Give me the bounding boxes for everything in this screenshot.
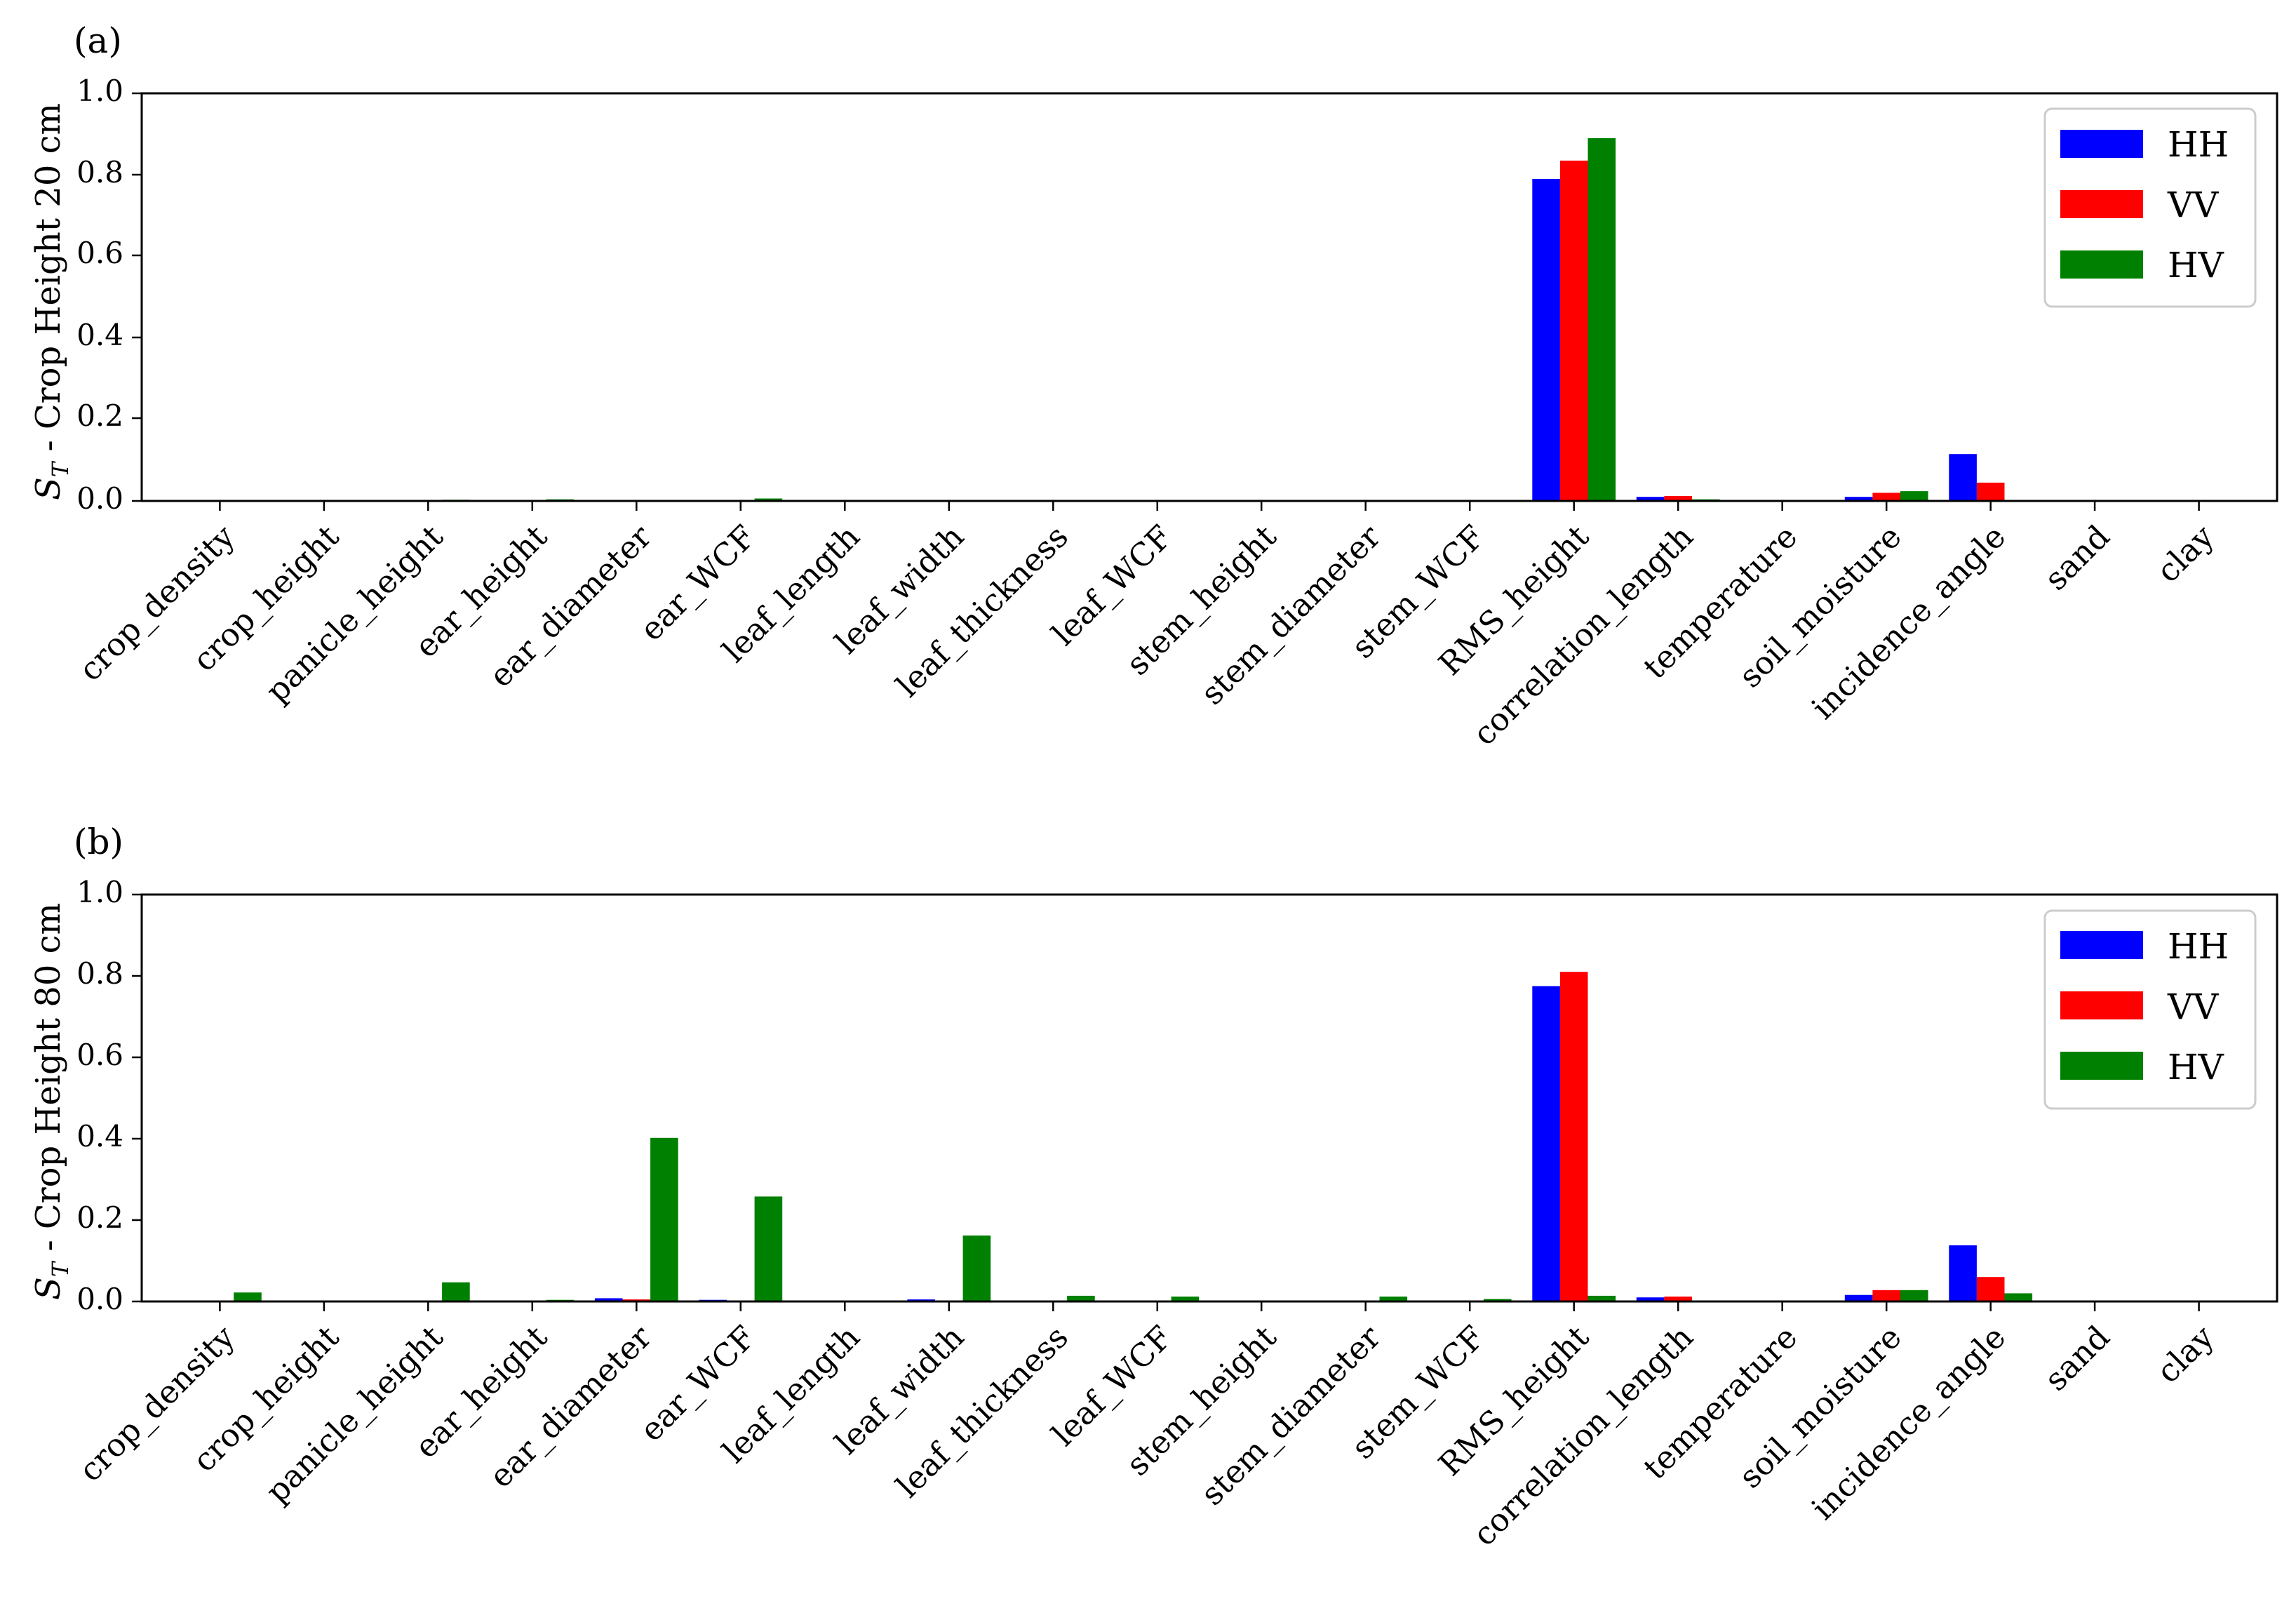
- bar-hh-soil_moisture: [1844, 1294, 1873, 1301]
- bar-vv-correlation_length: [1664, 1297, 1692, 1301]
- bar-hv-stem_diameter: [1379, 1297, 1408, 1301]
- bar-hv-rms_height: [1587, 1295, 1616, 1301]
- y-tick: 0.8: [76, 155, 142, 189]
- bar-hh-soil_moisture: [1844, 497, 1873, 501]
- panel-label: (b): [74, 822, 123, 862]
- bars: [442, 138, 2033, 501]
- x-tick-label: sand: [2037, 1318, 2117, 1398]
- y-tick-label: 1.0: [76, 875, 123, 909]
- bar-hh-incidence_angle: [1949, 454, 1977, 501]
- y-tick-label: 0.6: [76, 236, 123, 270]
- y-tick: 0.6: [76, 1038, 142, 1072]
- panel-a: (a) ST - Crop Height 20 cm 0.0 0.2 0.4 0…: [29, 20, 2278, 753]
- legend-swatch-vv: [2060, 190, 2143, 218]
- x-axis-ticks: crop_densitycrop_heightpanicle_heightear…: [72, 501, 2222, 753]
- bar-vv-soil_moisture: [1872, 493, 1900, 501]
- x-tick-label: clay: [2149, 518, 2222, 590]
- y-axis-ticks: 0.0 0.2 0.4 0.6 0.8 1.0: [76, 875, 142, 1316]
- bar-hh-incidence_angle: [1949, 1245, 1977, 1301]
- x-tick-label: stem_diameter: [1193, 518, 1388, 712]
- y-tick: 0.2: [76, 1200, 142, 1235]
- legend-label-vv: VV: [2167, 986, 2219, 1027]
- legend-swatch-vv: [2060, 991, 2143, 1019]
- legend-swatch-hh: [2060, 130, 2143, 158]
- legend-label-hv: HV: [2168, 245, 2224, 286]
- y-tick-label: 0.6: [76, 1038, 123, 1072]
- bar-hh-correlation_length: [1636, 1297, 1665, 1301]
- y-axis-ticks: 0.0 0.2 0.4 0.6 0.8 1.0: [76, 74, 142, 516]
- legend-label-hh: HH: [2168, 124, 2229, 165]
- y-tick: 1.0: [76, 74, 142, 108]
- bar-hv-stem_wcf: [1484, 1299, 1512, 1301]
- bar-hv-panicle_height: [442, 1282, 470, 1301]
- y-tick: 0.0: [76, 1282, 142, 1316]
- legend: HH VV HV: [2043, 909, 2257, 1110]
- y-tick-label: 0.8: [76, 155, 123, 189]
- y-tick: 1.0: [76, 875, 142, 909]
- bar-hv-soil_moisture: [1900, 491, 1928, 501]
- y-tick: 0.4: [76, 1119, 142, 1153]
- bar-vv-rms_height: [1559, 160, 1588, 501]
- bar-hv-incidence_angle: [2004, 1293, 2033, 1301]
- panel-b: (b) ST - Crop Height 80 cm 0.0 0.2 0.4 0…: [29, 822, 2278, 1553]
- y-tick: 0.4: [76, 318, 142, 352]
- bar-vv-rms_height: [1559, 972, 1588, 1301]
- legend-label-hh: HH: [2168, 926, 2229, 967]
- bar-hv-leaf_thickness: [1067, 1295, 1095, 1301]
- bar-hh-correlation_length: [1636, 497, 1665, 501]
- x-tick-label: incidence_angle: [1804, 518, 2013, 726]
- legend: HH VV HV: [2043, 107, 2257, 308]
- y-tick: 0.2: [76, 399, 142, 433]
- bar-hv-rms_height: [1587, 138, 1616, 501]
- y-tick-label: 0.4: [76, 318, 123, 352]
- bar-hv-crop_density: [234, 1292, 262, 1301]
- panel-label: (a): [74, 20, 122, 61]
- y-axis-label: ST - Crop Height 80 cm: [29, 903, 74, 1300]
- legend-swatch-hv: [2060, 250, 2143, 279]
- legend-swatch-hh: [2060, 931, 2143, 959]
- bar-hv-soil_moisture: [1900, 1290, 1928, 1301]
- bar-hv-ear_wcf: [754, 1196, 783, 1301]
- bar-hh-rms_height: [1532, 179, 1560, 501]
- legend-label-hv: HV: [2168, 1047, 2224, 1087]
- x-tick-label: sand: [2037, 518, 2117, 598]
- bar-vv-soil_moisture: [1872, 1290, 1900, 1301]
- bar-hh-rms_height: [1532, 986, 1560, 1301]
- x-tick-label: stem_diameter: [1193, 1318, 1388, 1513]
- plot-frame: [140, 92, 2278, 502]
- x-tick-label: panicle_height: [258, 1318, 450, 1510]
- y-tick-label: 0.0: [76, 1282, 123, 1316]
- bar-hv-ear_wcf: [754, 498, 783, 501]
- y-tick: 0.8: [76, 956, 142, 991]
- y-tick: 0.0: [76, 481, 142, 516]
- bar-hv-leaf_wcf: [1171, 1297, 1200, 1301]
- legend-swatch-hv: [2060, 1052, 2143, 1080]
- bar-hv-leaf_width: [962, 1236, 991, 1301]
- y-tick-label: 0.2: [76, 1200, 123, 1235]
- x-tick-label: incidence_angle: [1804, 1318, 2013, 1527]
- x-tick-label: panicle_height: [258, 518, 450, 709]
- y-axis-label: ST - Crop Height 20 cm: [29, 103, 74, 500]
- y-tick-label: 0.4: [76, 1119, 123, 1153]
- y-tick: 0.6: [76, 236, 142, 270]
- y-tick-label: 0.2: [76, 399, 123, 433]
- legend-label-vv: VV: [2167, 185, 2219, 225]
- bar-hh-ear_diameter: [594, 1298, 623, 1301]
- bar-vv-incidence_angle: [1976, 482, 2005, 501]
- plot-frame: [140, 893, 2278, 1303]
- bar-vv-incidence_angle: [1976, 1277, 2005, 1301]
- y-tick-label: 0.8: [76, 956, 123, 991]
- y-tick-label: 1.0: [76, 74, 123, 108]
- bar-hv-ear_diameter: [650, 1137, 678, 1301]
- bar-vv-correlation_length: [1664, 496, 1692, 501]
- x-axis-ticks: crop_densitycrop_heightpanicle_heightear…: [72, 1301, 2222, 1553]
- x-tick-label: clay: [2149, 1318, 2222, 1391]
- bars: [234, 972, 2033, 1301]
- y-tick-label: 0.0: [76, 481, 123, 516]
